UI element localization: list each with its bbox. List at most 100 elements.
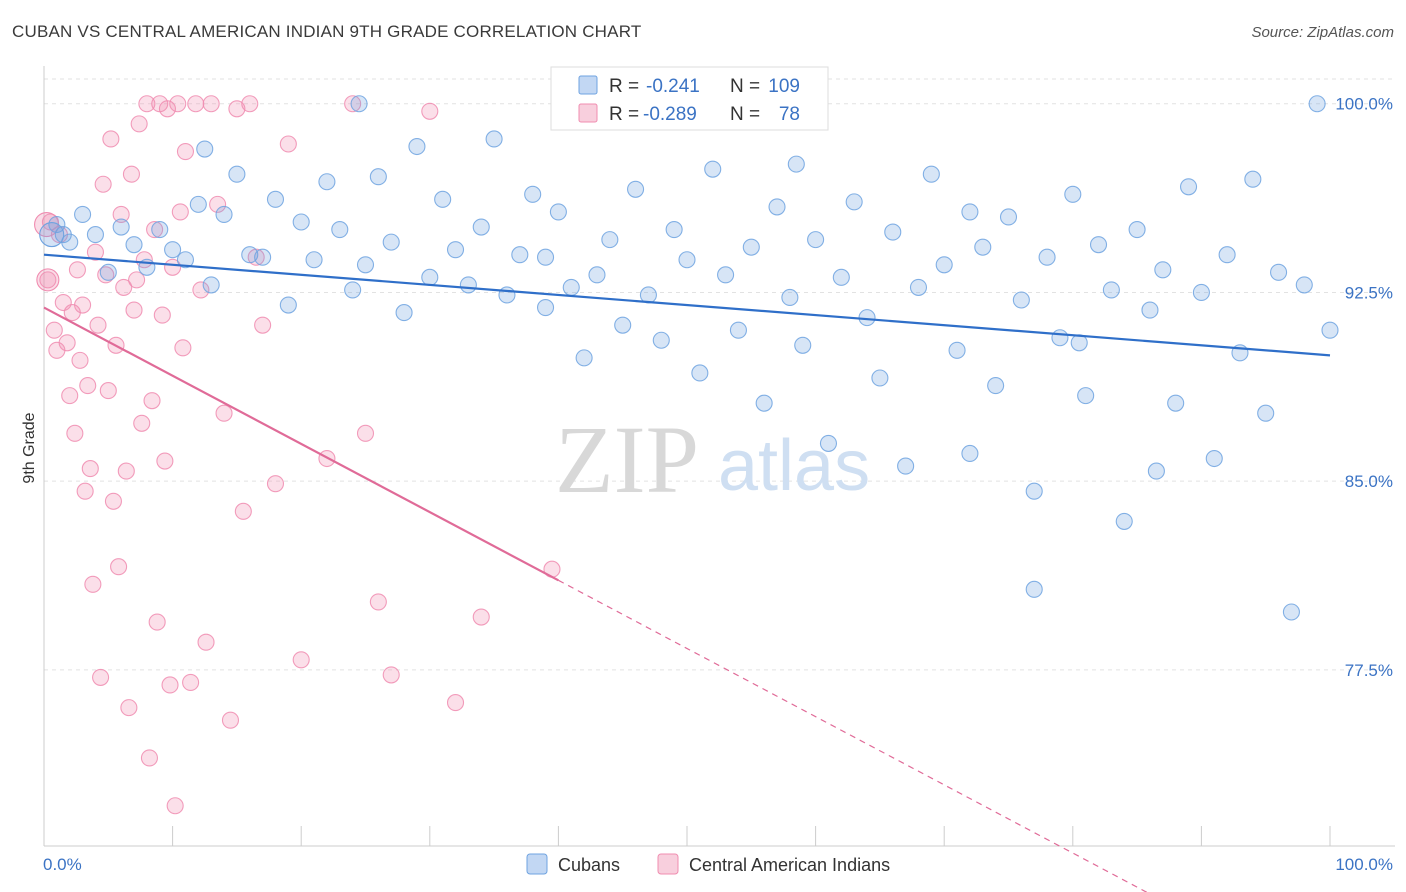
x-tick-label-max: 100.0% [1335,855,1393,874]
data-point [1147,462,1165,480]
data-point [1102,281,1120,299]
data-point [1012,291,1030,309]
data-point [151,220,169,239]
data-point [1154,261,1172,279]
data-point [922,165,940,183]
axes [43,66,1395,847]
data-point [166,797,184,815]
data-point [241,246,259,264]
data-point [1064,185,1082,203]
data-point [234,502,252,520]
data-point [292,213,310,231]
data-point [472,218,490,236]
data-point [446,694,465,712]
data-point [549,203,567,221]
data-point [164,241,182,259]
data-point [1192,283,1210,302]
legend-swatch-cai [578,103,598,123]
data-point [845,193,863,211]
data-point [787,155,805,173]
data-point [71,351,89,369]
data-point [81,460,99,478]
data-point [1077,387,1095,405]
data-point [74,296,92,314]
data-point [1051,329,1069,347]
data-point [344,95,362,113]
data-point [421,268,439,286]
data-point [1205,449,1223,468]
data-point [266,475,285,493]
data-point [146,220,164,239]
data-point [171,203,189,221]
data-point [421,102,439,120]
data-point [196,140,214,158]
data-point [254,248,272,266]
data-point [115,278,133,296]
legend-r-value-2: -0.289 [643,104,697,125]
data-point [292,651,310,669]
data-point [408,137,426,156]
series-cubans [39,95,1339,621]
data-point [104,492,122,510]
data-point [356,424,375,442]
data-point [961,444,979,463]
data-point [58,334,76,352]
data-point [511,246,529,264]
legend-n-label-2: N = [730,104,760,125]
data-point [102,130,120,148]
data-point [221,711,240,729]
data-point [897,457,915,475]
legend-r-label-1: R = [609,76,639,97]
data-point [86,243,104,261]
data-point [156,452,174,470]
data-point [97,266,115,284]
data-point [266,190,285,208]
data-point [935,256,953,274]
data-point [176,142,195,161]
data-point [524,185,542,203]
data-point [182,673,200,692]
data-point [76,482,94,500]
legend-n-value-1: 109 [768,76,800,97]
data-point [871,369,889,387]
data-point [974,238,992,256]
data-point [241,95,259,113]
data-point [729,321,747,339]
data-point [1025,580,1043,598]
data-point [356,256,375,274]
data-point [562,278,580,296]
data-point [197,633,215,651]
data-point [279,135,297,153]
data-point [74,205,92,224]
data-point [153,306,171,324]
data-point [148,613,166,631]
data-point [143,392,161,410]
data-point [1270,263,1288,281]
data-point [350,95,368,113]
data-point [1115,512,1133,530]
data-point [536,298,555,317]
data-point [187,95,205,113]
data-point [128,271,146,289]
data-point [110,558,128,576]
data-point [498,286,516,304]
data-point [446,241,465,259]
data-point [215,205,233,224]
trend-lines [43,253,1331,892]
data-point [794,336,812,354]
legend-r-label-2: R = [609,104,639,125]
data-point [158,100,177,118]
data-point [459,276,477,294]
data-point [120,699,138,717]
data-point [279,296,297,314]
legend-swatch-cubans [578,75,598,95]
data-point [92,668,110,686]
data-point [832,268,850,286]
data-point [601,231,619,249]
watermark-zip: ZIP [555,406,699,513]
data-point [68,261,86,279]
data-point [112,218,130,236]
y-axis-label: 9th Grade [21,412,38,483]
data-point [1089,236,1108,254]
